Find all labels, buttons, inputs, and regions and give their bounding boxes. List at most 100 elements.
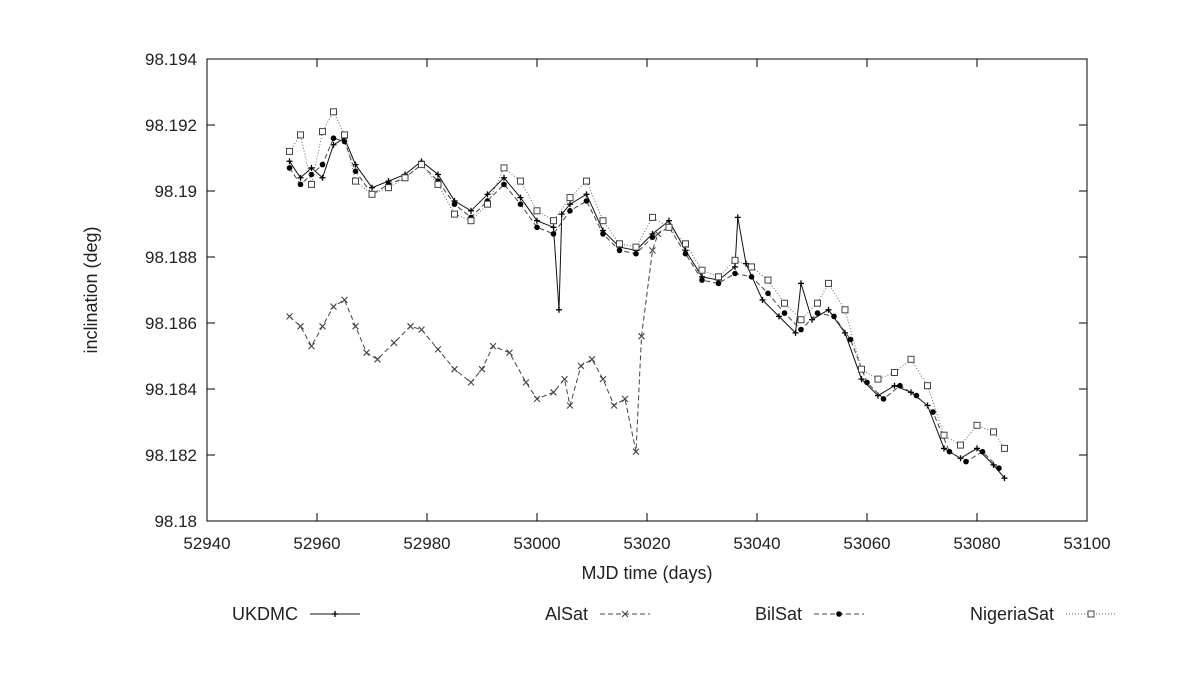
data-point — [924, 382, 931, 390]
data-point — [616, 247, 623, 254]
data-point — [467, 217, 475, 225]
data-point — [352, 177, 359, 185]
x-tick-label: 52980 — [403, 534, 450, 553]
legend-marker — [332, 611, 338, 617]
data-point — [451, 201, 458, 207]
data-point — [534, 224, 540, 231]
data-point — [522, 379, 530, 386]
data-point — [478, 365, 486, 373]
data-point — [814, 299, 821, 307]
data-point — [798, 280, 804, 287]
y-tick-label: 98.18 — [154, 512, 197, 531]
y-tick-label: 98.182 — [145, 446, 197, 465]
data-point — [308, 342, 315, 350]
data-point — [698, 266, 706, 274]
data-point — [599, 375, 607, 383]
data-point — [621, 395, 629, 403]
data-point — [957, 441, 964, 449]
data-point — [990, 428, 997, 436]
data-point — [946, 448, 953, 455]
data-point — [484, 200, 491, 208]
data-point — [913, 392, 920, 399]
data-point — [368, 190, 376, 198]
data-point — [731, 256, 739, 264]
data-point — [632, 448, 640, 456]
data-point — [715, 273, 722, 281]
y-tick-label: 98.194 — [145, 50, 197, 69]
data-point — [930, 409, 936, 415]
data-point — [533, 395, 541, 403]
data-point — [567, 201, 573, 208]
data-point — [319, 322, 326, 330]
data-point — [588, 355, 596, 363]
data-point — [435, 171, 441, 178]
data-point — [996, 465, 1002, 472]
data-point — [341, 131, 348, 139]
data-point — [286, 165, 293, 171]
series-line — [289, 137, 1000, 469]
data-point — [352, 322, 359, 330]
x-tick-label: 53100 — [1063, 534, 1110, 553]
data-point — [506, 349, 513, 357]
data-point — [550, 217, 557, 225]
data-point — [759, 296, 766, 303]
data-point — [649, 247, 656, 254]
data-point — [682, 250, 689, 257]
data-point — [858, 376, 865, 383]
series-line — [289, 233, 659, 452]
data-point — [632, 243, 640, 251]
data-point — [600, 231, 606, 237]
data-point — [798, 326, 804, 333]
data-point — [897, 382, 903, 389]
data-point — [666, 217, 672, 224]
data-point — [764, 276, 772, 284]
data-point — [665, 223, 673, 231]
data-point — [577, 362, 585, 370]
data-point — [638, 332, 645, 340]
data-point — [924, 402, 931, 409]
data-point — [330, 108, 337, 116]
y-axis-ticks: 98.18 98.182 98.184 98.186 98.188 98.19 98.192… — [145, 50, 1087, 531]
data-point — [699, 277, 705, 283]
data-point — [500, 164, 508, 172]
data-point — [1001, 475, 1008, 482]
x-tick-label: 53040 — [733, 534, 780, 553]
data-point — [501, 174, 507, 181]
x-axis-ticks: 52940 52960 52980 53000 53020 53040 53060 53080… — [183, 59, 1111, 553]
data-point — [319, 161, 326, 168]
data-point — [550, 388, 557, 396]
data-point — [973, 421, 981, 429]
data-point — [533, 207, 541, 215]
data-point — [847, 336, 854, 343]
data-point — [341, 138, 348, 145]
legend-label: NigeriaSat — [970, 604, 1054, 624]
data-point — [891, 369, 898, 376]
data-point — [831, 313, 837, 320]
plot-frame — [206, 58, 1088, 522]
x-tick-label: 52960 — [293, 534, 340, 553]
data-point — [407, 322, 414, 330]
data-point — [385, 184, 392, 192]
data-point — [907, 355, 915, 363]
y-tick-label: 98.192 — [145, 116, 197, 135]
legend-label: BilSat — [755, 604, 802, 624]
data-point — [814, 310, 821, 316]
y-tick-label: 98.19 — [154, 182, 197, 201]
data-point — [734, 214, 741, 221]
data-point — [308, 171, 315, 178]
y-tick-label: 98.184 — [145, 380, 197, 399]
data-point — [341, 296, 348, 304]
data-point — [858, 365, 865, 373]
legend-label: UKDMC — [232, 604, 298, 624]
y-tick-label: 98.186 — [145, 314, 197, 333]
data-point — [467, 379, 475, 386]
data-point — [556, 306, 562, 313]
data-point — [534, 217, 540, 224]
data-point — [517, 194, 524, 201]
data-point — [566, 194, 574, 202]
data-point — [864, 379, 870, 386]
data-point — [434, 346, 442, 353]
data-point — [1001, 444, 1008, 452]
data-point — [809, 316, 815, 323]
data-point — [550, 231, 557, 237]
